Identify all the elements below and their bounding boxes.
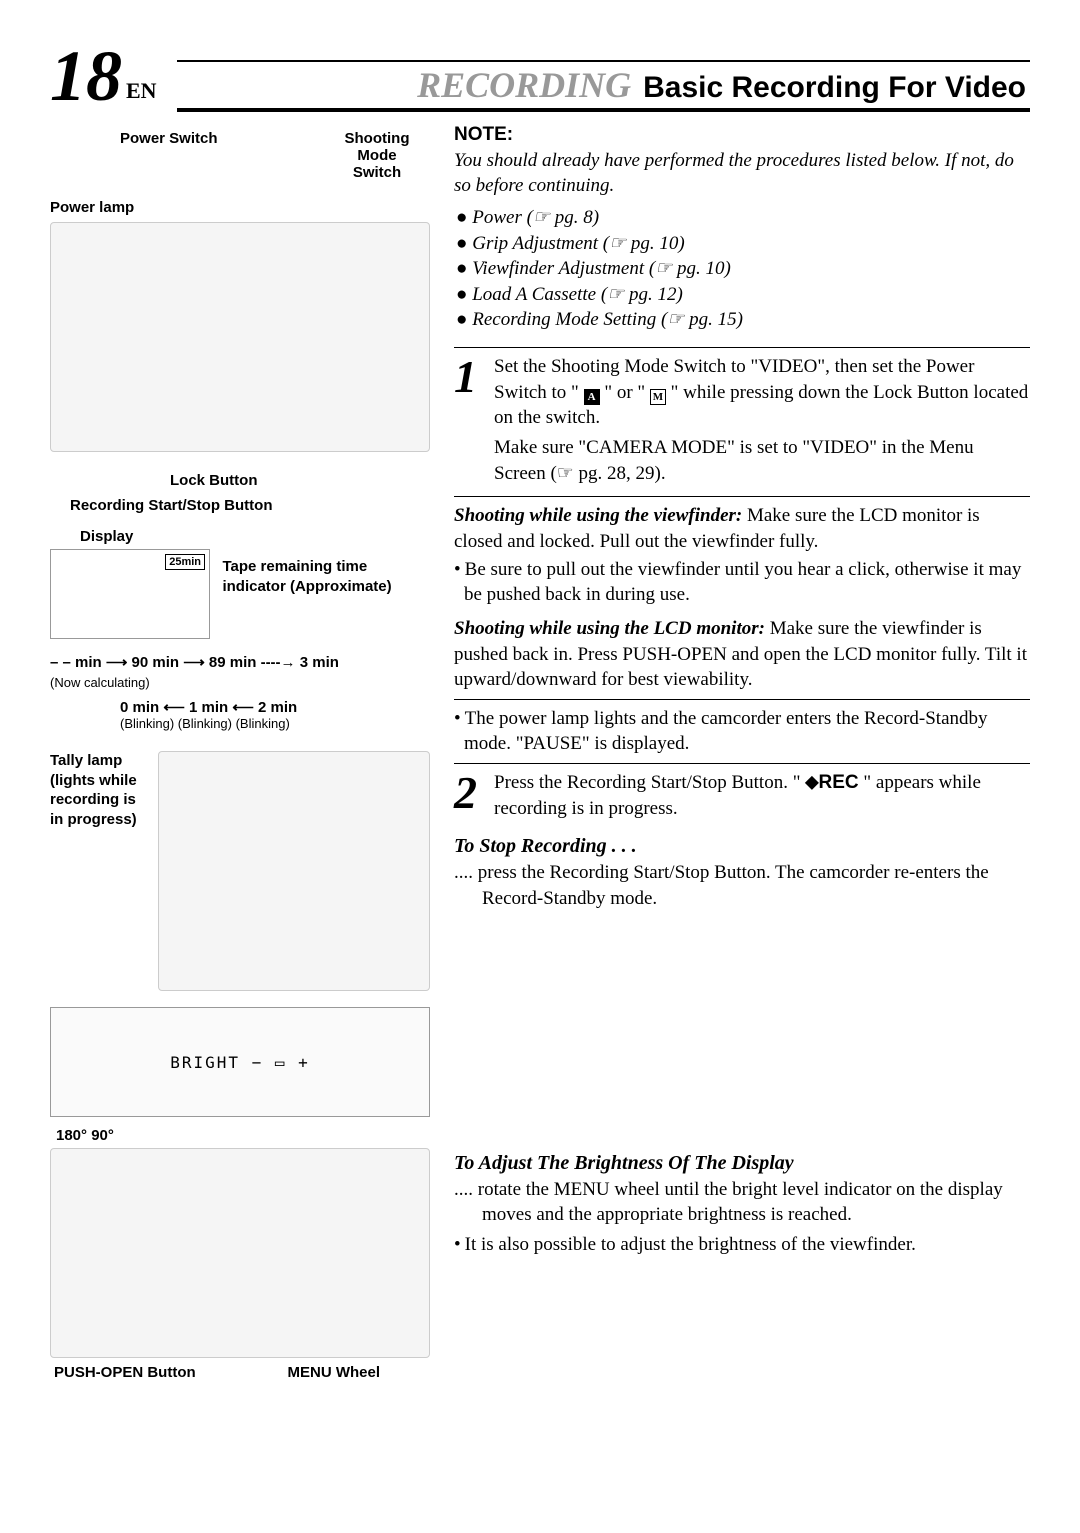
lcd-angles: 180° 90° xyxy=(56,1127,430,1144)
label-rec-start-stop: Recording Start/Stop Button xyxy=(70,497,430,514)
step-1: 1 Set the Shooting Mode Switch to "VIDEO… xyxy=(454,354,1030,490)
step-number: 1 xyxy=(454,354,484,490)
step-2: 2 Press the Recording Start/Stop Button.… xyxy=(454,770,1030,825)
instructions-column: NOTE: You should already have performed … xyxy=(454,122,1030,1381)
note-heading: NOTE: xyxy=(454,122,1030,148)
tape-time-badge: 25min xyxy=(165,554,205,570)
label-tally-lamp: Tally lamp (lights while recording is in… xyxy=(50,751,150,829)
label-shooting-mode-switch: Shooting Mode Switch xyxy=(332,130,422,181)
step2-body: Press the Recording Start/Stop Button. "… xyxy=(494,770,1030,821)
camcorder-diagram-middle xyxy=(158,751,430,991)
lcd-paragraph: Shooting while using the LCD monitor: Ma… xyxy=(454,616,1030,693)
pause-bullet: The power lamp lights and the camcorder … xyxy=(454,706,1030,757)
viewfinder-bullet: Be sure to pull out the viewfinder until… xyxy=(454,557,1030,608)
brightness-indicator-text: BRIGHT − ▭ + xyxy=(170,1053,310,1072)
mode-m-icon: M xyxy=(650,389,666,405)
brightness-heading: To Adjust The Brightness Of The Display xyxy=(454,1150,1030,1177)
label-power-switch: Power Switch xyxy=(120,130,218,181)
tape-time-row1: – – min ⟶ 90 min ⟶ 89 min ----→ 3 min xyxy=(50,653,430,671)
camcorder-diagram-bottom xyxy=(50,1148,430,1358)
mode-a-icon: A xyxy=(584,389,600,405)
note-intro: You should already have performed the pr… xyxy=(454,148,1030,199)
brightness-body: rotate the MENU wheel until the bright l… xyxy=(454,1177,1030,1228)
rec-icon: ⬥REC xyxy=(805,772,858,793)
camcorder-diagram-top xyxy=(50,222,430,452)
title-sub: Basic Recording For Video xyxy=(643,71,1026,104)
tape-time-row1-note: (Now calculating) xyxy=(50,675,430,690)
tape-time-row2-note: (Blinking) (Blinking) (Blinking) xyxy=(120,716,430,731)
label-tape-remaining: Tape remaining time indicator (Approxima… xyxy=(222,545,402,596)
note-item: Grip Adjustment (☞ pg. 10) xyxy=(456,231,1030,257)
display-frame: 25min xyxy=(50,549,210,639)
label-lock-button: Lock Button xyxy=(170,472,430,489)
tape-time-row2: 0 min ⟵ 1 min ⟵ 2 min xyxy=(120,698,430,716)
note-item: Recording Mode Setting (☞ pg. 15) xyxy=(456,307,1030,333)
page-number: 18 xyxy=(50,40,122,112)
stop-body: press the Recording Start/Stop Button. T… xyxy=(454,860,1030,911)
step1-p2: Make sure "CAMERA MODE" is set to "VIDEO… xyxy=(494,435,1030,486)
note-item: Power (☞ pg. 8) xyxy=(456,205,1030,231)
label-menu-wheel: MENU Wheel xyxy=(287,1364,380,1381)
stop-heading: To Stop Recording . . . xyxy=(454,833,1030,860)
page-lang: EN xyxy=(126,78,157,104)
brightness-display: BRIGHT − ▭ + xyxy=(50,1007,430,1117)
label-push-open: PUSH-OPEN Button xyxy=(54,1364,196,1381)
illustration-column: Power Switch Shooting Mode Switch Power … xyxy=(50,122,430,1381)
note-item: Load A Cassette (☞ pg. 12) xyxy=(456,282,1030,308)
step1-p1: Set the Shooting Mode Switch to "VIDEO",… xyxy=(494,354,1030,431)
brightness-bullet: It is also possible to adjust the bright… xyxy=(454,1232,1030,1258)
section-title: RECORDING Basic Recording For Video xyxy=(177,60,1030,112)
label-power-lamp: Power lamp xyxy=(50,199,430,216)
page-header: 18 EN RECORDING Basic Recording For Vide… xyxy=(50,40,1030,112)
label-display: Display xyxy=(80,528,430,545)
note-prereq-list: Power (☞ pg. 8) Grip Adjustment (☞ pg. 1… xyxy=(454,205,1030,333)
viewfinder-paragraph: Shooting while using the viewfinder: Mak… xyxy=(454,503,1030,554)
step-number: 2 xyxy=(454,770,484,825)
title-main: RECORDING xyxy=(417,65,631,105)
note-item: Viewfinder Adjustment (☞ pg. 10) xyxy=(456,256,1030,282)
